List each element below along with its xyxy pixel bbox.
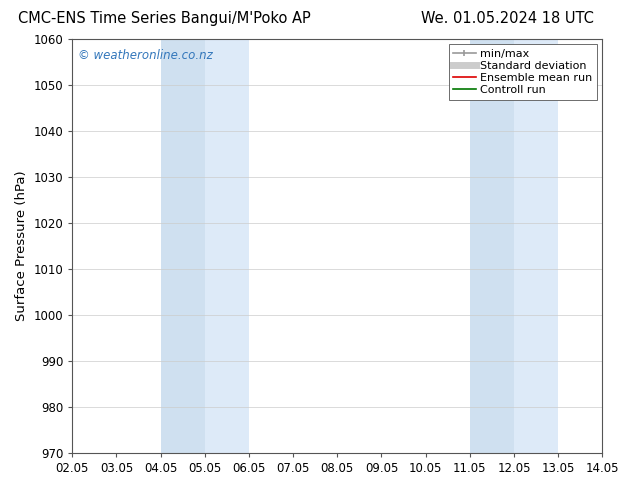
Bar <box>160 39 205 453</box>
Text: We. 01.05.2024 18 UTC: We. 01.05.2024 18 UTC <box>421 11 593 26</box>
Text: CMC-ENS Time Series Bangui/M'Poko AP: CMC-ENS Time Series Bangui/M'Poko AP <box>18 11 311 26</box>
Text: © weatheronline.co.nz: © weatheronline.co.nz <box>77 49 212 62</box>
Y-axis label: Surface Pressure (hPa): Surface Pressure (hPa) <box>15 171 28 321</box>
Bar <box>470 39 514 453</box>
Legend: min/max, Standard deviation, Ensemble mean run, Controll run: min/max, Standard deviation, Ensemble me… <box>449 44 597 100</box>
Bar <box>205 39 249 453</box>
Bar <box>514 39 558 453</box>
